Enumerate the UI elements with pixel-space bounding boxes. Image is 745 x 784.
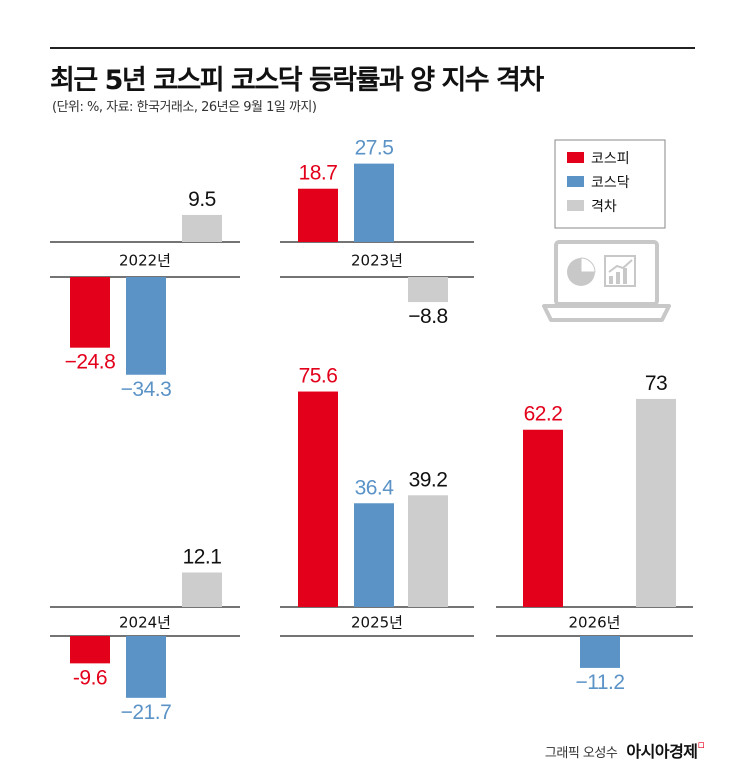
legend-label: 격차 bbox=[591, 199, 617, 215]
brand-mark-icon: ▫ bbox=[697, 738, 705, 751]
legend-label: 코스피 bbox=[591, 151, 630, 167]
data-label: 39.2 bbox=[409, 468, 448, 491]
chart-title: 최근 5년 코스피 코스닥 등락률과 양 지수 격차 bbox=[50, 65, 544, 96]
credit-designer: 그래픽 오성수 bbox=[544, 746, 618, 761]
year-label: 2026년 bbox=[569, 614, 621, 632]
data-label: −11.2 bbox=[575, 671, 624, 694]
data-label: −8.8 bbox=[408, 305, 447, 328]
data-label: 73 bbox=[645, 372, 667, 395]
top-rule bbox=[50, 47, 695, 49]
data-label: 12.1 bbox=[183, 546, 222, 569]
bar-gap bbox=[408, 495, 448, 607]
bar-kosdaq bbox=[580, 636, 620, 668]
data-label: 9.5 bbox=[188, 188, 216, 211]
bar-gap bbox=[636, 398, 676, 607]
year-label: 2025년 bbox=[351, 614, 403, 632]
credit-brand: 아시아경제 bbox=[626, 742, 698, 761]
data-label: 62.2 bbox=[524, 403, 563, 426]
data-label: 27.5 bbox=[355, 137, 394, 160]
data-label: 18.7 bbox=[299, 162, 338, 185]
bar-kosdaq bbox=[126, 636, 166, 698]
data-label: −21.7 bbox=[121, 701, 172, 724]
bar-kosdaq bbox=[126, 277, 166, 375]
legend-swatch bbox=[567, 200, 584, 211]
laptop-with-charts-icon bbox=[542, 240, 671, 322]
legend-label: 코스닥 bbox=[591, 175, 630, 191]
data-label: -9.6 bbox=[73, 666, 107, 689]
data-label: 36.4 bbox=[355, 476, 395, 499]
year-label: 2023년 bbox=[351, 252, 403, 270]
bar-kospi bbox=[523, 429, 563, 607]
chart-subtitle: (단위: %, 자료: 한국거래소, 26년은 9월 1일 까지) bbox=[52, 100, 317, 115]
credit: 그래픽 오성수 아시아경제▫ bbox=[545, 738, 705, 762]
year-label: 2022년 bbox=[119, 252, 171, 270]
data-label: −34.3 bbox=[121, 378, 172, 401]
bar-kosdaq bbox=[354, 163, 394, 242]
legend-swatch bbox=[567, 152, 584, 163]
bar-kospi bbox=[70, 636, 110, 664]
bar-gap bbox=[182, 572, 222, 607]
bar-gap bbox=[408, 277, 448, 303]
legend-swatch bbox=[567, 176, 584, 187]
data-label: 75.6 bbox=[299, 365, 338, 388]
year-label: 2024년 bbox=[119, 614, 171, 632]
bar-gap bbox=[182, 214, 222, 242]
bar-kospi bbox=[298, 391, 338, 607]
bar-kospi bbox=[298, 188, 338, 242]
bar-kospi bbox=[70, 277, 110, 348]
data-label: −24.8 bbox=[65, 351, 116, 374]
bar-kosdaq bbox=[354, 503, 394, 607]
